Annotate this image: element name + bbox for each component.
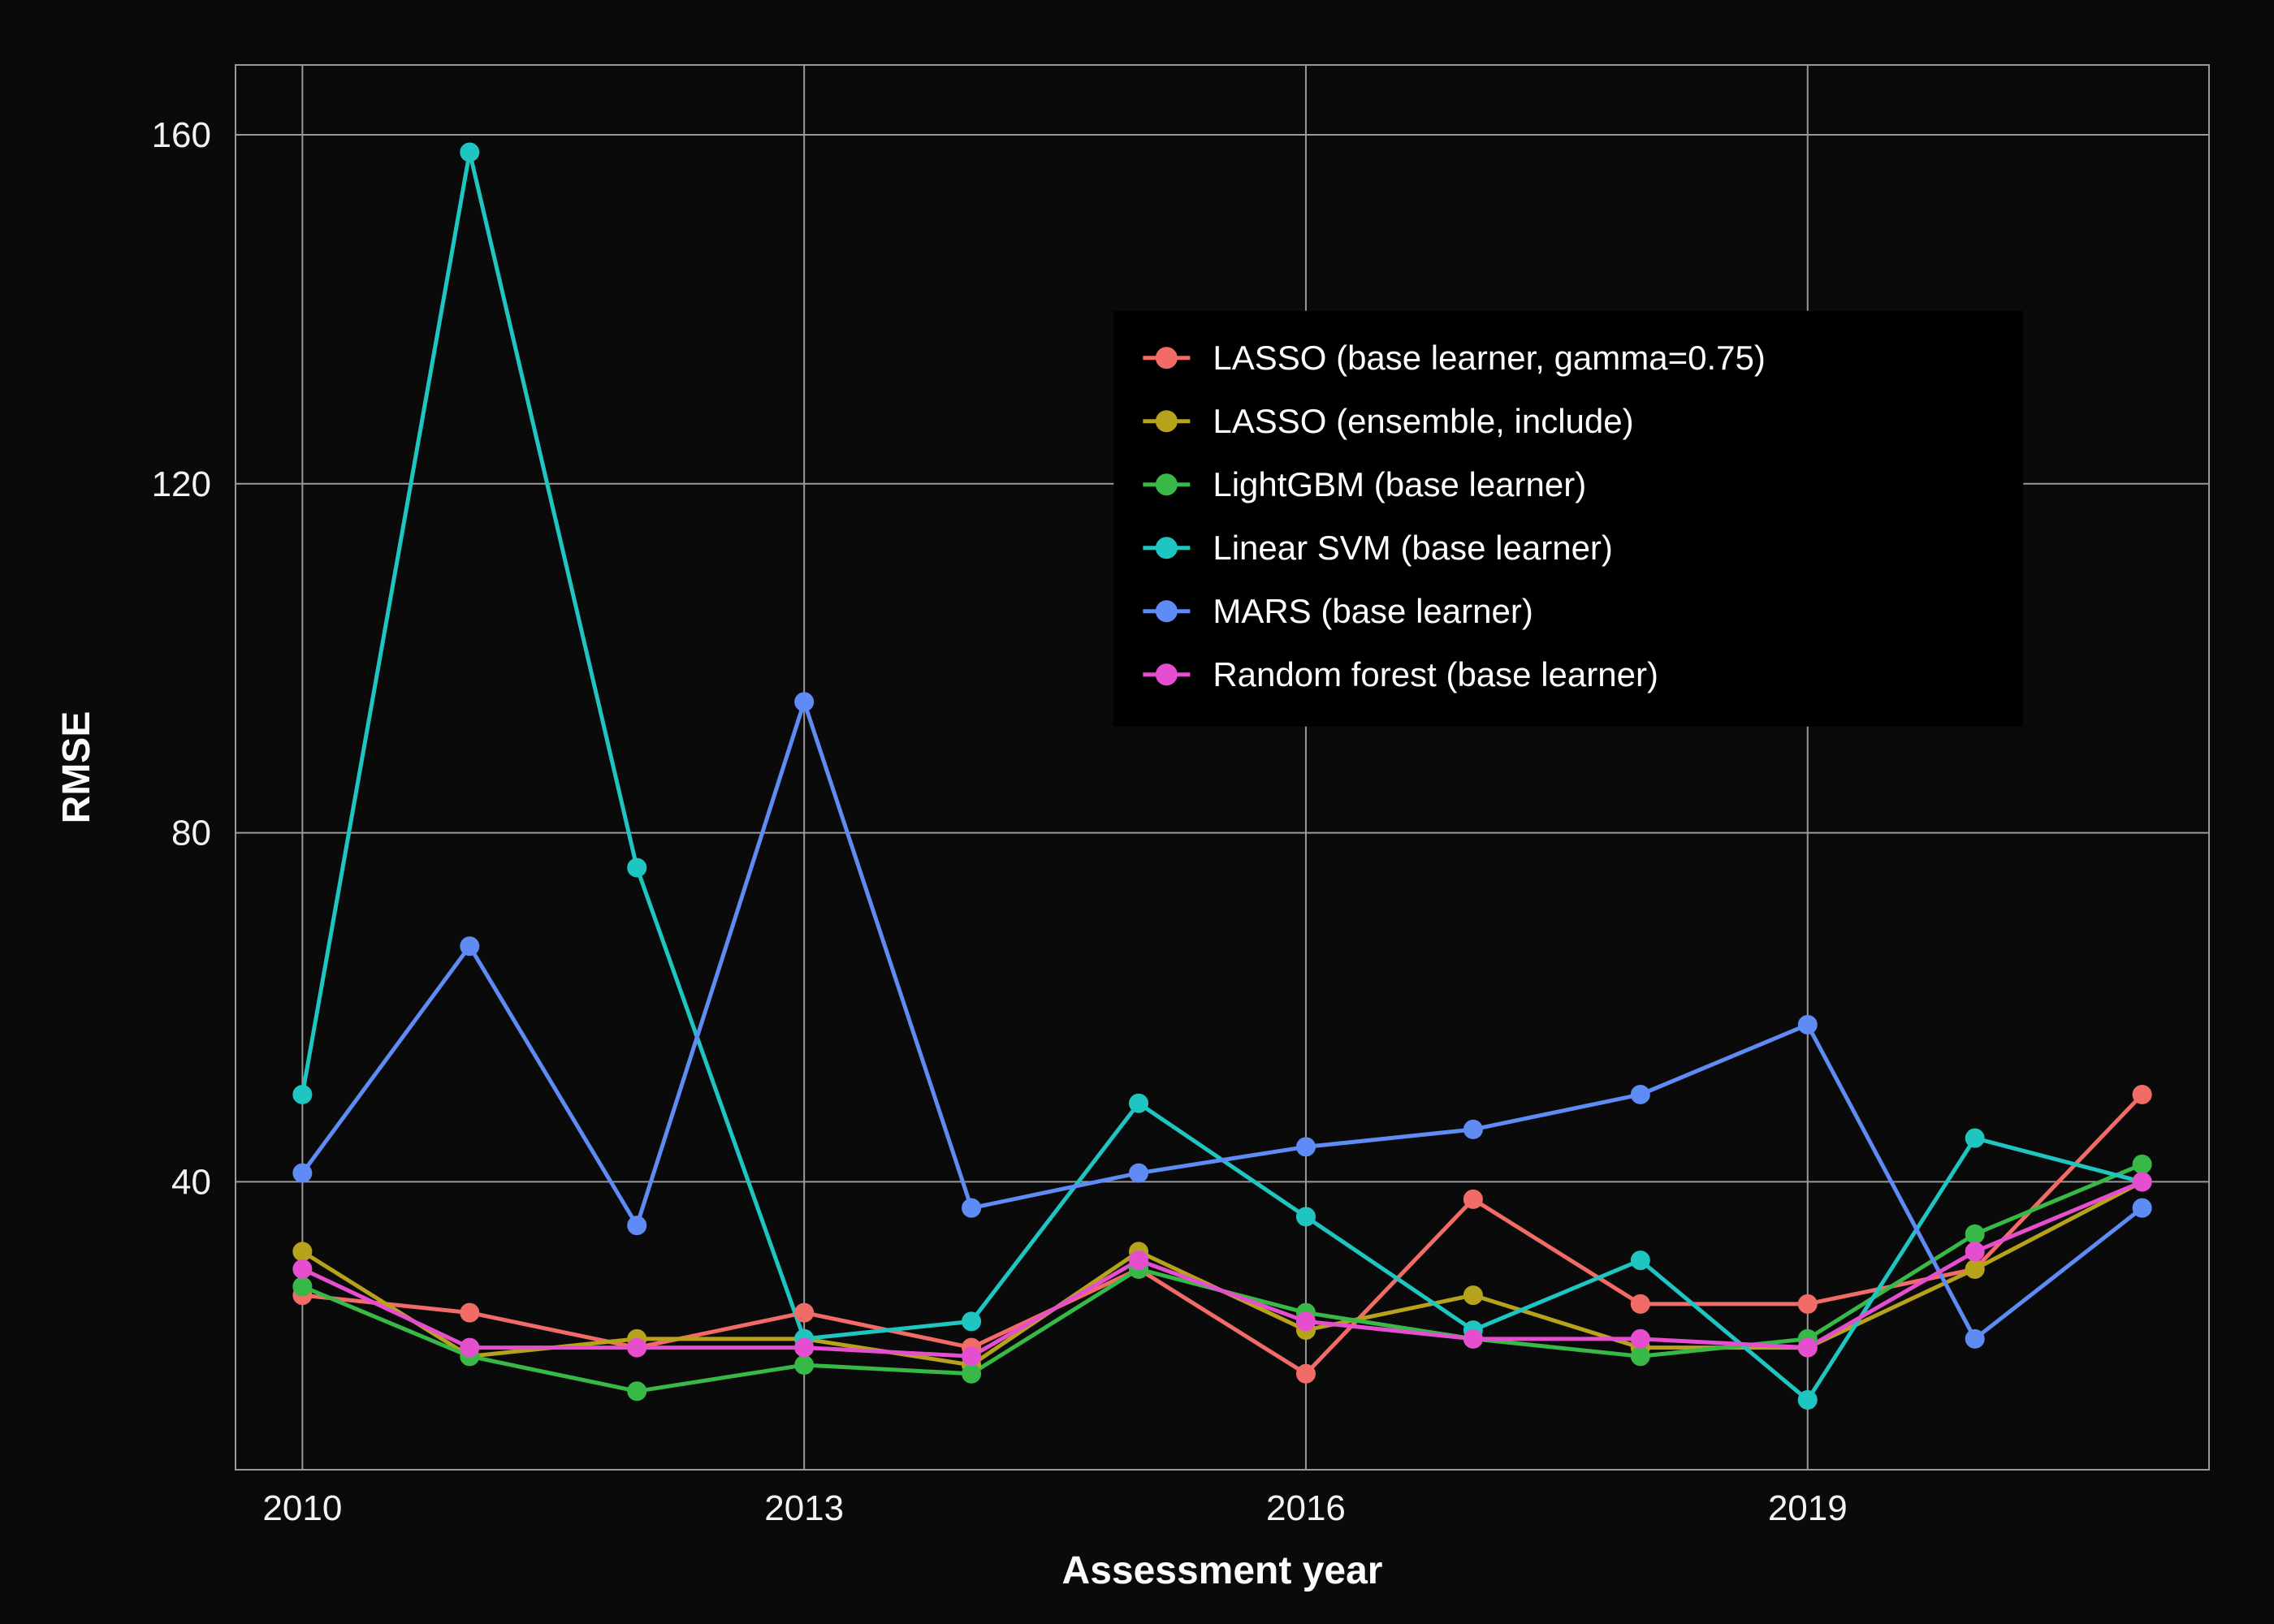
legend-key-marker xyxy=(1156,475,1176,495)
chart-container: 2010 2013 2016 2019 40 80 120 160 Assessment yea… xyxy=(0,0,2274,1624)
series-marker-5 xyxy=(461,1340,478,1356)
series-marker-4 xyxy=(2134,1200,2151,1216)
y-axis-label: RMSE xyxy=(55,711,98,824)
legend-key-marker xyxy=(1156,665,1176,685)
series-marker-3 xyxy=(1298,1208,1314,1224)
series-marker-3 xyxy=(963,1313,979,1329)
series-marker-5 xyxy=(294,1261,310,1277)
series-marker-3 xyxy=(294,1086,310,1103)
series-marker-3 xyxy=(1632,1252,1649,1268)
series-marker-3 xyxy=(461,144,478,160)
chart-background xyxy=(0,0,2274,1624)
series-marker-3 xyxy=(1800,1392,1816,1408)
legend-key-marker xyxy=(1156,602,1176,621)
series-marker-5 xyxy=(1800,1340,1816,1356)
series-marker-0 xyxy=(1298,1366,1314,1382)
series-marker-5 xyxy=(1967,1243,1983,1259)
y-tick-label: 80 xyxy=(171,814,211,853)
x-tick-label: 2016 xyxy=(1266,1488,1346,1528)
series-marker-4 xyxy=(1298,1138,1314,1155)
series-marker-2 xyxy=(2134,1156,2151,1173)
series-marker-3 xyxy=(1131,1095,1147,1112)
legend-label: LASSO (base learner, gamma=0.75) xyxy=(1213,339,1766,377)
series-marker-0 xyxy=(2134,1086,2151,1103)
x-tick-label: 2010 xyxy=(262,1488,342,1528)
y-tick-label: 160 xyxy=(152,115,211,155)
series-marker-4 xyxy=(629,1217,645,1233)
series-marker-2 xyxy=(294,1278,310,1294)
series-marker-1 xyxy=(1967,1261,1983,1277)
series-marker-5 xyxy=(1131,1252,1147,1268)
series-marker-2 xyxy=(963,1366,979,1382)
legend-key-marker xyxy=(1156,538,1176,558)
series-marker-0 xyxy=(796,1305,812,1321)
series-marker-2 xyxy=(796,1357,812,1373)
y-tick-label: 40 xyxy=(171,1162,211,1202)
legend-label: MARS (base learner) xyxy=(1213,592,1533,630)
legend-key-marker xyxy=(1156,348,1176,368)
series-marker-5 xyxy=(1465,1331,1481,1347)
y-tick-label: 120 xyxy=(152,464,211,504)
series-marker-4 xyxy=(1465,1121,1481,1138)
series-marker-5 xyxy=(1632,1331,1649,1347)
series-marker-1 xyxy=(1465,1287,1481,1303)
series-marker-5 xyxy=(796,1340,812,1356)
series-marker-3 xyxy=(629,860,645,876)
series-marker-4 xyxy=(963,1200,979,1216)
rmse-line-chart: 2010 2013 2016 2019 40 80 120 160 Assessment yea… xyxy=(0,0,2274,1624)
series-marker-3 xyxy=(1967,1130,1983,1147)
x-tick-label: 2013 xyxy=(764,1488,844,1528)
series-marker-0 xyxy=(1465,1191,1481,1207)
series-marker-0 xyxy=(1632,1296,1649,1312)
legend-label: LightGBM (base learner) xyxy=(1213,465,1586,503)
series-marker-5 xyxy=(2134,1173,2151,1190)
series-marker-4 xyxy=(1131,1165,1147,1181)
legend-label: Random forest (base learner) xyxy=(1213,655,1658,693)
series-marker-2 xyxy=(1632,1348,1649,1364)
series-marker-4 xyxy=(1632,1086,1649,1103)
series-marker-4 xyxy=(796,693,812,710)
legend-label: LASSO (ensemble, include) xyxy=(1213,402,1633,440)
series-marker-4 xyxy=(1967,1331,1983,1347)
series-marker-5 xyxy=(1298,1313,1314,1329)
x-axis-label: Assessment year xyxy=(1062,1549,1383,1592)
series-marker-2 xyxy=(1967,1226,1983,1242)
legend: LASSO (base learner, gamma=0.75) LASSO (e… xyxy=(1113,311,2023,727)
series-marker-0 xyxy=(1800,1296,1816,1312)
series-marker-4 xyxy=(294,1165,310,1181)
series-marker-1 xyxy=(294,1243,310,1259)
series-marker-2 xyxy=(629,1383,645,1399)
legend-key-marker xyxy=(1156,412,1176,431)
series-marker-5 xyxy=(963,1348,979,1364)
legend-label: Linear SVM (base learner) xyxy=(1213,529,1613,567)
series-marker-0 xyxy=(461,1305,478,1321)
series-marker-4 xyxy=(1800,1017,1816,1033)
series-marker-4 xyxy=(461,938,478,954)
x-tick-label: 2019 xyxy=(1768,1488,1848,1528)
series-marker-5 xyxy=(629,1340,645,1356)
